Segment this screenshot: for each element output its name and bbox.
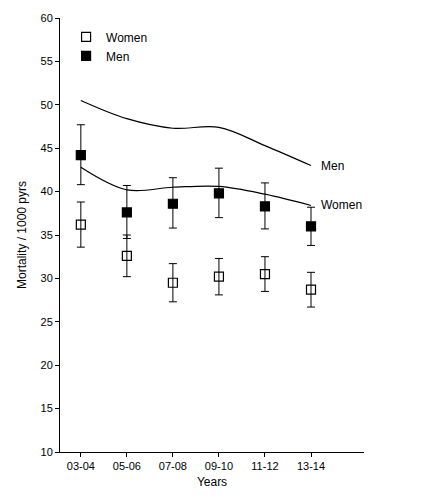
svg-text:50: 50 — [41, 99, 53, 111]
svg-text:Women: Women — [321, 198, 362, 212]
svg-text:55: 55 — [41, 55, 53, 67]
svg-text:15: 15 — [41, 402, 53, 414]
svg-text:05-06: 05-06 — [113, 460, 141, 472]
svg-text:07-08: 07-08 — [159, 460, 187, 472]
svg-text:11-12: 11-12 — [251, 460, 278, 472]
svg-text:09-10: 09-10 — [205, 460, 233, 472]
svg-text:03-04: 03-04 — [67, 460, 95, 472]
svg-text:13-14: 13-14 — [297, 460, 325, 472]
svg-text:Years: Years — [197, 475, 227, 489]
svg-text:45: 45 — [41, 142, 53, 154]
svg-text:10: 10 — [41, 446, 53, 458]
svg-text:Men: Men — [106, 50, 129, 64]
svg-text:Women: Women — [106, 31, 147, 45]
svg-text:Men: Men — [321, 159, 344, 173]
svg-text:25: 25 — [41, 316, 53, 328]
svg-text:30: 30 — [41, 272, 53, 284]
svg-text:60: 60 — [41, 12, 53, 24]
svg-text:40: 40 — [41, 185, 53, 197]
svg-text:35: 35 — [41, 229, 53, 241]
svg-text:20: 20 — [41, 359, 53, 371]
svg-text:Mortality / 1000 pyrs: Mortality / 1000 pyrs — [15, 181, 29, 289]
